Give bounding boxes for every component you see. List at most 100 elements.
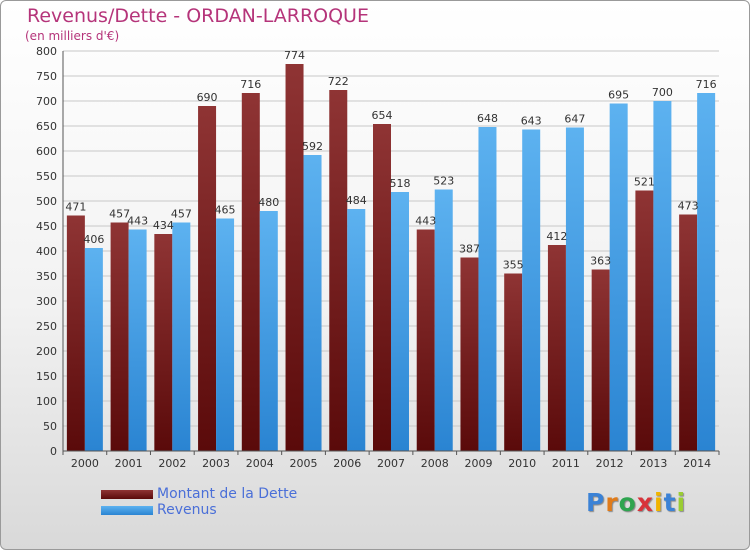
logo-letter: i <box>676 488 687 517</box>
bar-revenus <box>259 211 278 451</box>
x-tick-label: 2004 <box>246 457 274 470</box>
y-tick-label: 500 <box>36 195 57 208</box>
data-label-dette: 412 <box>546 230 567 243</box>
bar-dette <box>241 93 260 451</box>
logo-letter: i <box>654 488 664 517</box>
bar-revenus <box>303 155 322 451</box>
x-tick-label: 2005 <box>290 457 318 470</box>
data-label-dette: 521 <box>634 176 655 189</box>
x-tick-label: 2008 <box>421 457 449 470</box>
data-label-dette: 716 <box>240 78 261 91</box>
bar-revenus <box>522 129 541 451</box>
legend-swatch-dette <box>101 490 153 499</box>
y-tick-label: 300 <box>36 295 57 308</box>
bar-revenus <box>391 192 409 451</box>
legend-label-revenus: Revenus <box>157 502 217 518</box>
bar-revenus <box>434 189 453 451</box>
proxiti-logo: Proxiti <box>586 488 686 517</box>
y-tick-label: 700 <box>36 95 57 108</box>
data-label-revenus: 484 <box>346 194 367 207</box>
logo-letter: t <box>663 488 677 517</box>
x-tick-label: 2009 <box>464 457 492 470</box>
bar-dette <box>285 64 304 451</box>
bar-dette <box>635 190 654 451</box>
data-label-revenus: 518 <box>390 177 411 190</box>
data-label-dette: 722 <box>328 75 349 88</box>
data-label-dette: 473 <box>678 200 699 213</box>
chart-title: Revenus/Dette - ORDAN-LARROQUE <box>27 5 369 27</box>
y-tick-label: 150 <box>36 370 57 383</box>
legend-label-dette: Montant de la Dette <box>157 486 298 502</box>
bar-revenus <box>478 127 497 451</box>
data-label-revenus: 647 <box>564 113 585 126</box>
y-tick-label: 600 <box>36 145 57 158</box>
bar-dette <box>460 257 479 451</box>
bar-revenus <box>565 127 584 451</box>
x-tick-label: 2013 <box>639 457 667 470</box>
logo-letter: o <box>618 488 637 517</box>
x-tick-label: 2012 <box>596 457 624 470</box>
data-label-dette: 363 <box>590 255 611 268</box>
bar-dette <box>110 222 129 451</box>
x-tick-label: 2002 <box>158 457 186 470</box>
chart-subtitle: (en milliers d'€) <box>25 29 120 43</box>
bar-revenus <box>347 209 366 451</box>
data-label-dette: 434 <box>153 219 174 232</box>
bar-dette <box>373 124 391 451</box>
data-label-revenus: 700 <box>652 86 673 99</box>
bar-revenus <box>653 101 672 451</box>
bar-revenus <box>84 248 103 451</box>
data-label-revenus: 443 <box>127 215 148 228</box>
y-tick-label: 400 <box>36 245 57 258</box>
data-label-revenus: 648 <box>477 112 498 125</box>
data-label-revenus: 406 <box>83 233 104 246</box>
bar-dette <box>547 245 566 451</box>
y-tick-label: 750 <box>36 70 57 83</box>
y-tick-label: 450 <box>36 220 57 233</box>
x-tick-label: 2001 <box>115 457 143 470</box>
bar-dette <box>591 269 610 451</box>
data-label-dette: 387 <box>459 243 480 256</box>
data-label-revenus: 523 <box>433 175 454 188</box>
logo-letter: x <box>636 488 654 517</box>
y-tick-label: 800 <box>36 45 57 58</box>
bar-revenus <box>609 103 628 451</box>
data-label-dette: 471 <box>65 201 86 214</box>
bar-dette <box>329 90 348 451</box>
data-label-dette: 355 <box>503 259 524 272</box>
y-tick-label: 250 <box>36 320 57 333</box>
y-tick-label: 650 <box>36 120 57 133</box>
x-tick-label: 2007 <box>377 457 405 470</box>
y-tick-label: 550 <box>36 170 57 183</box>
data-label-dette: 654 <box>372 109 393 122</box>
data-label-dette: 457 <box>109 208 130 221</box>
bar-revenus <box>172 222 191 451</box>
x-tick-label: 2000 <box>71 457 99 470</box>
y-tick-label: 350 <box>36 270 57 283</box>
x-tick-label: 2006 <box>333 457 361 470</box>
bar-dette <box>416 229 435 451</box>
bar-dette <box>679 214 698 451</box>
data-label-dette: 690 <box>197 91 218 104</box>
y-tick-label: 0 <box>50 445 57 458</box>
data-label-dette: 443 <box>415 215 436 228</box>
bar-dette <box>504 273 523 451</box>
y-tick-label: 50 <box>43 420 57 433</box>
bar-revenus <box>128 229 147 451</box>
logo-letter: r <box>605 488 619 517</box>
y-tick-label: 100 <box>36 395 57 408</box>
x-tick-label: 2010 <box>508 457 536 470</box>
bar-dette <box>198 106 217 451</box>
legend-swatch-revenus <box>101 506 153 515</box>
bar-revenus <box>697 93 716 451</box>
bar-revenus <box>216 218 235 451</box>
data-label-revenus: 716 <box>696 78 717 91</box>
data-label-revenus: 465 <box>215 204 236 217</box>
x-tick-label: 2011 <box>552 457 580 470</box>
data-label-revenus: 480 <box>258 196 279 209</box>
data-label-revenus: 695 <box>608 89 629 102</box>
logo-letter: P <box>586 488 606 517</box>
bar-dette <box>154 234 173 451</box>
